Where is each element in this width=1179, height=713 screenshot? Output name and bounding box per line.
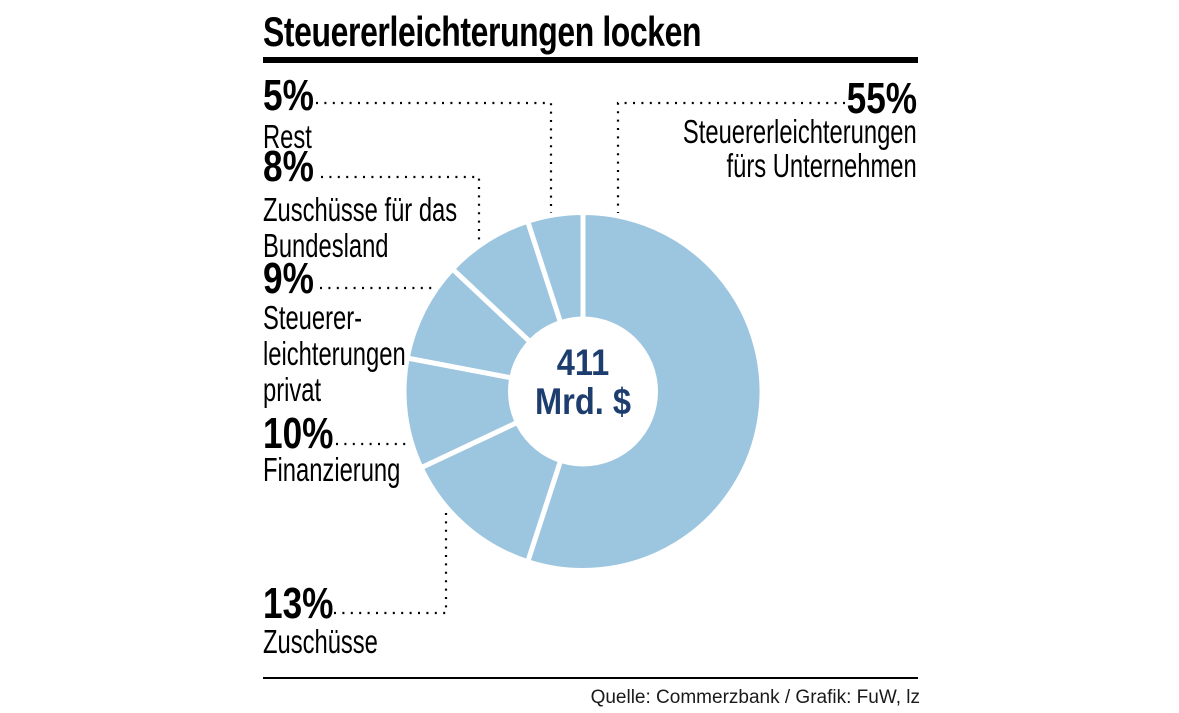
center-value: 411 <box>556 342 610 383</box>
segment-name-line: privat <box>263 371 322 408</box>
segment-name-line: Steuerer- <box>263 299 363 336</box>
segment-name-line: Steuererleichterungen <box>683 113 917 150</box>
segment-name-5: Rest <box>263 119 312 155</box>
leader-line-0 <box>616 101 845 213</box>
segment-name-0: Steuererleichterungen fürs Unternehmen <box>683 115 917 183</box>
leader-line-4 <box>321 175 481 243</box>
segment-pct-5: 5% <box>263 71 314 120</box>
segment-pct-4: 8% <box>263 142 314 191</box>
segment-name-line: Finanzierung <box>263 451 401 488</box>
segment-name-line: Zuschüsse für das <box>263 191 458 228</box>
segment-name-line: fürs Unternehmen <box>726 147 917 184</box>
segment-pct-3: 9% <box>263 254 314 303</box>
footer-rule <box>263 677 918 679</box>
segment-name-1: Zuschüsse <box>263 624 378 660</box>
segment-name-4: Zuschüsse für das Bundesland <box>263 192 457 264</box>
segment-name-line: Zuschüsse <box>263 623 378 660</box>
donut-hole <box>508 316 658 467</box>
segment-name-line: leichterungen <box>263 335 406 372</box>
segment-name-line: Bundesland <box>263 227 389 264</box>
chart-title: Steuererleichterungen locken <box>263 8 702 55</box>
source-credit: Quelle: Commerzbank / Grafik: FuW, lz <box>590 687 920 708</box>
segment-name-3: Steuerer-leichterungen privat <box>263 300 406 408</box>
segment-pct-0: 55% <box>846 74 917 123</box>
segment-name-2: Finanzierung <box>263 452 400 488</box>
donut-center-label: 411 Mrd. $ <box>451 343 715 421</box>
title-rule <box>263 57 918 63</box>
center-unit: Mrd. $ <box>535 381 631 422</box>
segment-pct-1: 13% <box>263 579 334 628</box>
segment-pct-2: 10% <box>263 409 334 458</box>
segment-name-line: Rest <box>263 118 312 155</box>
